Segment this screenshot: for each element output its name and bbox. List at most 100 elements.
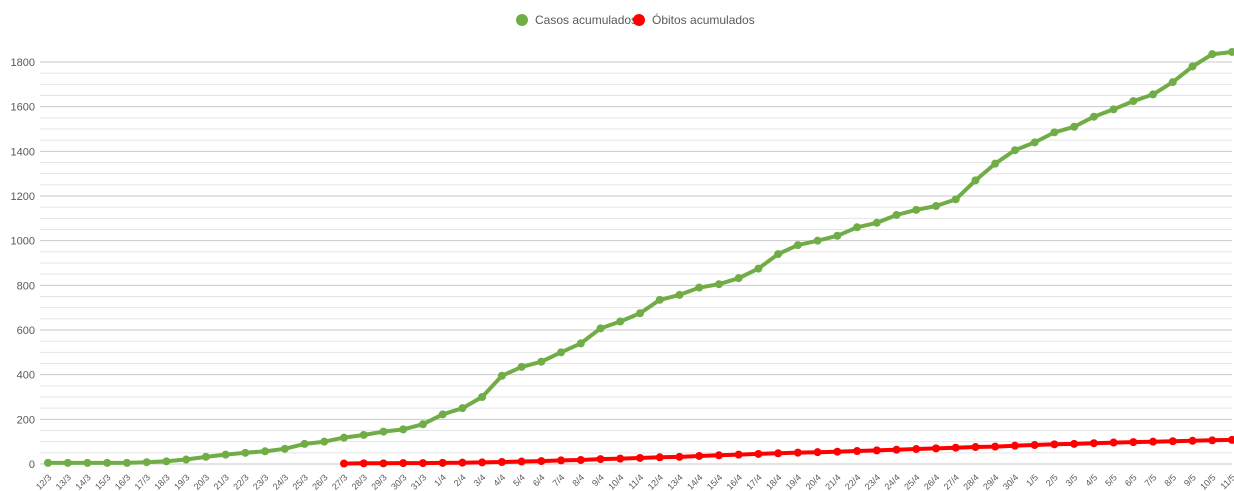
x-tick-label: 23/4 (863, 472, 882, 491)
x-tick-label: 1/4 (432, 472, 448, 488)
data-point (537, 357, 546, 366)
x-tick-label: 19/4 (784, 472, 803, 491)
data-point (636, 309, 644, 318)
data-point (813, 236, 822, 245)
data-point (340, 433, 348, 442)
data-point (1089, 439, 1098, 448)
y-tick-label: 600 (17, 325, 35, 337)
x-tick-label: 13/3 (54, 472, 73, 491)
data-point (971, 443, 980, 452)
x-tick-label: 22/4 (843, 472, 862, 491)
data-point (497, 371, 506, 380)
x-tick-label: 4/5 (1083, 472, 1099, 488)
data-point (280, 444, 289, 453)
legend-marker-casos (516, 14, 528, 26)
data-point (379, 459, 388, 468)
x-tick-label: 7/4 (551, 472, 567, 488)
data-point (517, 457, 526, 466)
data-point (754, 449, 763, 458)
x-tick-label: 26/3 (310, 472, 329, 491)
x-tick-label: 29/4 (981, 472, 1000, 491)
y-tick-label: 1400 (11, 146, 35, 158)
series-0 (44, 47, 1234, 467)
data-point (458, 404, 467, 413)
data-point (103, 458, 112, 467)
x-tick-label: 5/5 (1103, 472, 1119, 488)
data-point (991, 442, 1000, 451)
x-tick-label: 2/5 (1044, 472, 1060, 488)
data-point (932, 202, 940, 211)
data-point (695, 283, 704, 292)
data-point (1129, 438, 1138, 447)
data-point (695, 451, 704, 460)
data-point (1089, 112, 1098, 121)
data-point (44, 458, 52, 467)
gridlines (40, 61, 1232, 465)
x-tick-label: 17/3 (133, 472, 152, 491)
data-point (458, 458, 467, 467)
x-tick-label: 8/4 (570, 472, 586, 488)
data-point (596, 455, 605, 464)
x-tick-label: 2/4 (452, 472, 468, 488)
data-point (201, 452, 210, 461)
x-tick-label: 6/5 (1123, 472, 1139, 488)
data-point (557, 456, 566, 465)
x-axis: 12/3 13/3 14/3 15/3 16/3 17/3 18/3 19/3 20/3 21/3… (34, 472, 1234, 491)
x-tick-label: 23/3 (251, 472, 270, 491)
data-point (754, 264, 763, 273)
data-point (675, 452, 684, 461)
x-tick-label: 24/3 (271, 472, 290, 491)
x-tick-label: 8/5 (1162, 472, 1178, 488)
x-tick-label: 15/3 (93, 472, 112, 491)
x-tick-label: 12/3 (34, 472, 53, 491)
x-tick-label: 3/5 (1064, 472, 1080, 488)
data-point (1050, 128, 1059, 137)
data-point (142, 458, 151, 467)
data-point (655, 295, 664, 304)
data-point (1070, 122, 1079, 131)
series-layer (44, 47, 1234, 468)
data-point (912, 445, 921, 454)
x-tick-label: 4/4 (491, 472, 507, 488)
x-tick-label: 11/5 (1218, 472, 1234, 491)
x-tick-label: 28/3 (350, 472, 369, 491)
x-tick-label: 26/4 (922, 472, 941, 491)
y-tick-label: 0 (29, 459, 35, 471)
data-point (1228, 435, 1234, 444)
data-point (734, 450, 743, 459)
data-point (636, 453, 644, 462)
data-point (991, 159, 1000, 168)
data-point (438, 458, 447, 467)
data-point (418, 459, 427, 468)
x-tick-label: 1/5 (1024, 472, 1040, 488)
data-point (1149, 90, 1158, 99)
data-point (892, 210, 901, 219)
x-tick-label: 12/4 (646, 472, 665, 491)
x-tick-label: 3/4 (472, 472, 488, 488)
series-1 (340, 435, 1234, 468)
x-tick-label: 9/5 (1182, 472, 1198, 488)
data-point (478, 458, 487, 467)
x-tick-label: 13/4 (665, 472, 684, 491)
y-tick-label: 200 (17, 414, 35, 426)
data-point (872, 446, 881, 455)
data-point (1050, 440, 1059, 449)
data-point (557, 348, 566, 357)
data-point (1010, 441, 1019, 450)
data-point (774, 449, 783, 458)
data-point (951, 195, 960, 204)
data-point (1010, 146, 1019, 155)
data-point (1168, 78, 1177, 87)
series-line (46, 50, 1234, 465)
data-point (359, 459, 368, 468)
y-tick-label: 1800 (11, 57, 35, 69)
data-point (162, 457, 171, 466)
data-point (517, 362, 526, 371)
x-tick-label: 5/4 (511, 472, 527, 488)
y-tick-label: 1200 (11, 191, 35, 203)
data-point (1149, 437, 1158, 446)
data-point (714, 451, 723, 460)
x-tick-label: 15/4 (705, 472, 724, 491)
x-tick-label: 29/3 (369, 472, 388, 491)
